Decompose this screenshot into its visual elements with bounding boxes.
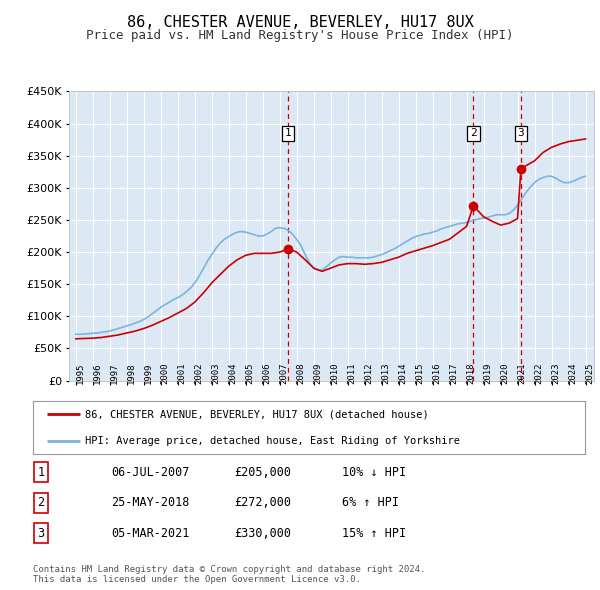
- Text: 2012: 2012: [365, 362, 374, 384]
- Text: 2009: 2009: [314, 362, 323, 384]
- Text: 2016: 2016: [433, 362, 442, 384]
- Text: £330,000: £330,000: [234, 527, 291, 540]
- Text: £205,000: £205,000: [234, 466, 291, 478]
- Text: 1997: 1997: [110, 362, 119, 384]
- Text: 05-MAR-2021: 05-MAR-2021: [111, 527, 190, 540]
- Text: 1: 1: [285, 129, 292, 139]
- Text: 3: 3: [518, 129, 524, 139]
- Text: 2017: 2017: [449, 362, 458, 384]
- Text: 2011: 2011: [347, 362, 356, 384]
- Text: 1996: 1996: [93, 362, 102, 384]
- Text: 2007: 2007: [280, 362, 289, 384]
- Text: 2004: 2004: [229, 362, 238, 384]
- Text: This data is licensed under the Open Government Licence v3.0.: This data is licensed under the Open Gov…: [33, 575, 361, 584]
- Text: 2005: 2005: [245, 362, 254, 384]
- Text: 2001: 2001: [178, 362, 187, 384]
- Text: 06-JUL-2007: 06-JUL-2007: [111, 466, 190, 478]
- Text: 2021: 2021: [518, 362, 527, 384]
- Text: 2000: 2000: [161, 362, 170, 384]
- Text: £272,000: £272,000: [234, 496, 291, 509]
- Text: 2010: 2010: [331, 362, 340, 384]
- Text: 2015: 2015: [416, 362, 425, 384]
- Text: 1995: 1995: [76, 362, 85, 384]
- Text: 2: 2: [37, 496, 44, 509]
- Text: 3: 3: [37, 527, 44, 540]
- Text: 2019: 2019: [484, 362, 493, 384]
- Text: 2003: 2003: [212, 362, 221, 384]
- Text: 2013: 2013: [382, 362, 391, 384]
- Text: 15% ↑ HPI: 15% ↑ HPI: [342, 527, 406, 540]
- Text: Price paid vs. HM Land Registry's House Price Index (HPI): Price paid vs. HM Land Registry's House …: [86, 30, 514, 42]
- Text: 10% ↓ HPI: 10% ↓ HPI: [342, 466, 406, 478]
- Text: 2020: 2020: [500, 362, 509, 384]
- Text: 2014: 2014: [398, 362, 407, 384]
- Text: 1999: 1999: [144, 362, 153, 384]
- Text: 86, CHESTER AVENUE, BEVERLEY, HU17 8UX (detached house): 86, CHESTER AVENUE, BEVERLEY, HU17 8UX (…: [85, 409, 429, 419]
- Text: 1998: 1998: [127, 362, 136, 384]
- Text: 2023: 2023: [551, 362, 560, 384]
- Text: 2025: 2025: [586, 362, 595, 384]
- Text: 6% ↑ HPI: 6% ↑ HPI: [342, 496, 399, 509]
- Text: 2002: 2002: [195, 362, 204, 384]
- Text: 2018: 2018: [467, 362, 476, 384]
- Text: 2022: 2022: [535, 362, 544, 384]
- Text: 2008: 2008: [296, 362, 305, 384]
- Text: 86, CHESTER AVENUE, BEVERLEY, HU17 8UX: 86, CHESTER AVENUE, BEVERLEY, HU17 8UX: [127, 15, 473, 30]
- Text: 2006: 2006: [263, 362, 272, 384]
- Text: 1: 1: [37, 466, 44, 478]
- Text: Contains HM Land Registry data © Crown copyright and database right 2024.: Contains HM Land Registry data © Crown c…: [33, 565, 425, 574]
- Text: 2024: 2024: [569, 362, 578, 384]
- Text: HPI: Average price, detached house, East Riding of Yorkshire: HPI: Average price, detached house, East…: [85, 436, 460, 446]
- Text: 25-MAY-2018: 25-MAY-2018: [111, 496, 190, 509]
- Text: 2: 2: [470, 129, 477, 139]
